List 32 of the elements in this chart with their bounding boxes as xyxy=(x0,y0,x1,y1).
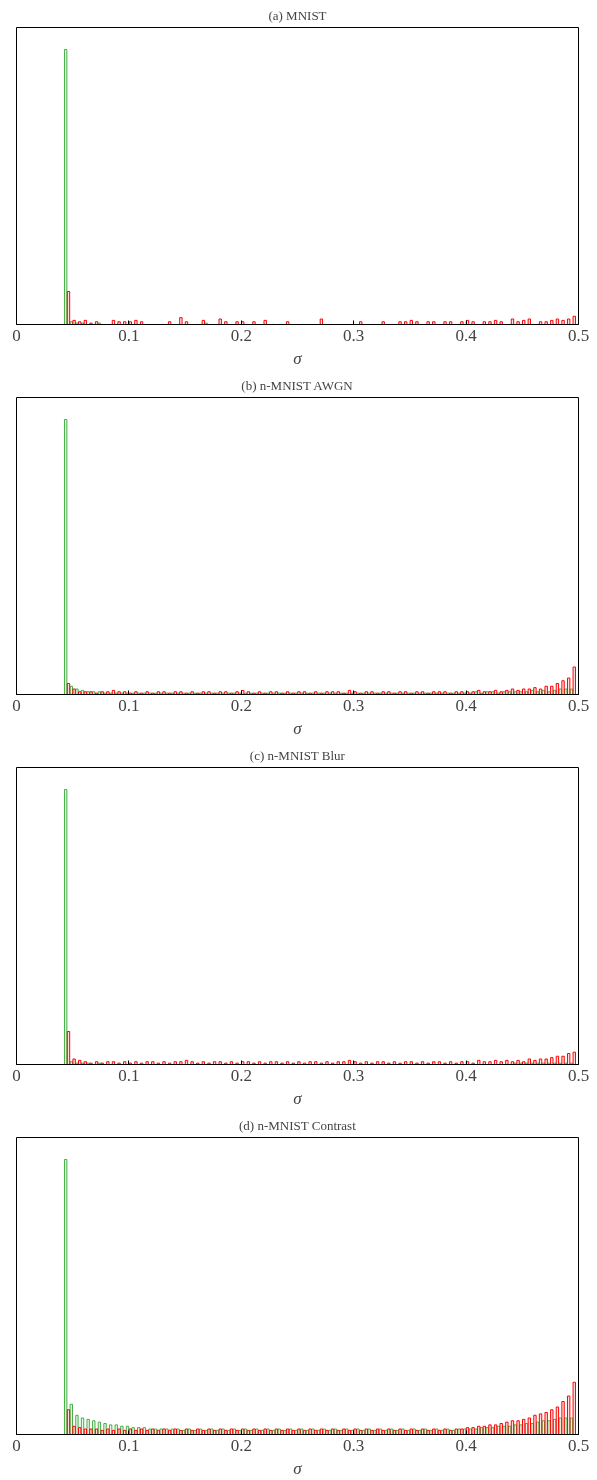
x-tick-label: 0.4 xyxy=(455,1065,478,1085)
x-tick-label: 0.1 xyxy=(118,325,140,345)
x-tick-label: 0.4 xyxy=(455,1435,478,1455)
x-tick-label: 0.2 xyxy=(230,1435,252,1455)
chart-title: (b) n-MNIST AWGN xyxy=(241,377,354,393)
x-tick-label: 0.2 xyxy=(230,1065,252,1085)
x-tick-label: 0.1 xyxy=(118,695,140,715)
x-tick-label: 0.1 xyxy=(118,1435,140,1455)
x-tick-label: 0.4 xyxy=(455,695,478,715)
x-tick-label: 0 xyxy=(12,325,21,345)
x-tick-label: 0.2 xyxy=(230,695,252,715)
x-tick-label: 0.5 xyxy=(567,1435,590,1455)
x-axis-title: σ xyxy=(293,718,303,738)
x-tick-label: 0 xyxy=(12,695,21,715)
chart-title: (a) MNIST xyxy=(268,7,327,23)
x-tick-label: 0.3 xyxy=(343,1065,365,1085)
x-axis-title: σ xyxy=(293,1458,303,1478)
x-tick-label: 0.4 xyxy=(455,325,478,345)
x-tick-label: 0.5 xyxy=(567,325,590,345)
chart-title: (d) n-MNIST Contrast xyxy=(239,1117,357,1133)
x-tick-label: 0.3 xyxy=(343,695,365,715)
x-tick-label: 0.2 xyxy=(230,325,252,345)
x-tick-label: 0.3 xyxy=(343,1435,365,1455)
x-axis-title: σ xyxy=(293,348,303,368)
x-tick-label: 0.5 xyxy=(567,695,590,715)
x-tick-label: 0 xyxy=(12,1435,21,1455)
x-tick-label: 0.3 xyxy=(343,325,365,345)
chart-title: (c) n-MNIST Blur xyxy=(249,747,346,763)
x-axis-title: σ xyxy=(293,1088,303,1108)
x-tick-label: 0.1 xyxy=(118,1065,140,1085)
x-tick-label: 0.5 xyxy=(567,1065,590,1085)
x-tick-label: 0 xyxy=(12,1065,21,1085)
